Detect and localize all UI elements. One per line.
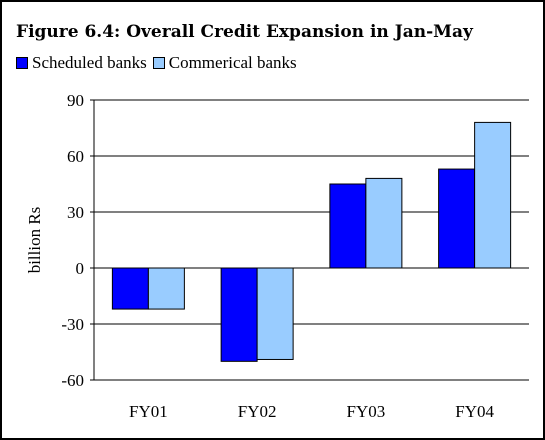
bars [111, 121, 512, 362]
y-tick-label: 30 [67, 203, 84, 222]
bar-scheduled-banks-fy03 [329, 183, 367, 269]
y-tick-label: -60 [61, 371, 84, 390]
x-tick-label: FY02 [238, 402, 277, 421]
bar-commerical-banks-fy02 [256, 267, 294, 360]
axes [93, 100, 529, 381]
chart-title: Figure 6.4: Overall Credit Expansion in … [16, 22, 473, 42]
legend-label-commerical-banks: Commerical banks [168, 53, 297, 72]
bar-commerical-banks-fy04 [474, 121, 512, 269]
bar-commerical-banks-fy01 [147, 267, 185, 310]
legend-swatch-commerical-banks [152, 57, 165, 69]
bar-scheduled-banks-fy01 [111, 267, 149, 310]
y-tick-label: 60 [67, 147, 84, 166]
legend-item-scheduled-banks: Scheduled banks [16, 53, 147, 73]
x-tick-label: FY04 [455, 402, 494, 421]
x-tick-label: FY03 [347, 402, 386, 421]
y-tick-label: -30 [61, 315, 84, 334]
x-tick-label: FY01 [129, 402, 168, 421]
legend-label-scheduled-banks: Scheduled banks [32, 53, 147, 72]
bar-commerical-banks-fy03 [365, 177, 403, 269]
y-tick-labels: 90 60 30 0 -30 -60 [61, 91, 84, 390]
legend-swatch-scheduled-banks [16, 57, 28, 69]
legend-item-commerical-banks: Commerical banks [152, 53, 297, 73]
bar-scheduled-banks-fy02 [220, 267, 258, 362]
y-tick-label: 0 [76, 259, 85, 278]
bar-scheduled-banks-fy04 [438, 168, 476, 269]
legend: Scheduled banks Commerical banks [16, 52, 303, 74]
gridlines [90, 99, 529, 381]
y-axis-label: billion Rs [25, 207, 44, 274]
y-tick-label: 90 [67, 91, 84, 110]
x-tick-labels: FY01 FY02 FY03 FY04 [129, 402, 494, 421]
